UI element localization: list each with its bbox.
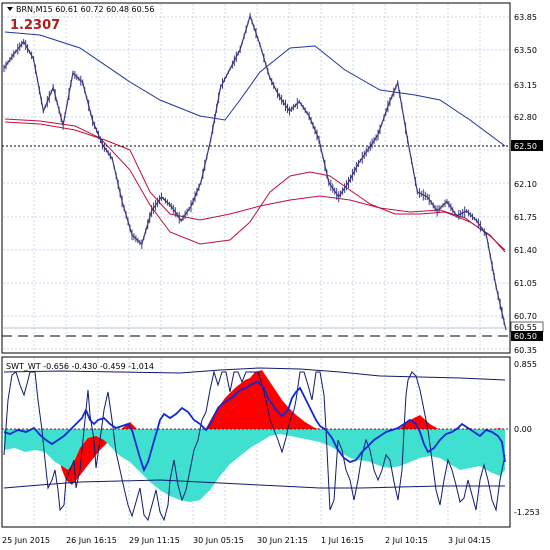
price-axis-label: 61.40 <box>514 246 537 255</box>
price-box-62-50[interactable]: 62.50 <box>511 140 543 151</box>
time-axis-label: 30 Jun 05:15 <box>193 536 244 545</box>
time-axis-label: 2 Jul 10:15 <box>385 536 428 545</box>
time-axis-label: 3 Jul 04:15 <box>448 536 491 545</box>
price-axis-label: 60.70 <box>514 312 537 321</box>
price-axis-label: 61.05 <box>514 279 537 288</box>
time-axis-label: 30 Jun 21:15 <box>257 536 308 545</box>
time-axis-label: 29 Jun 11:15 <box>129 536 180 545</box>
indicator-label: SWT_WT -0.656 -0.430 -0.459 -1.014 <box>6 362 154 371</box>
time-axis-label: 1 Jul 16:15 <box>321 536 364 545</box>
indicator-axis-label: -1.253 <box>514 508 540 517</box>
oscillator-blue-line <box>3 380 506 473</box>
moving-average-red-1 <box>4 118 506 253</box>
moving-average-red-2 <box>4 121 506 251</box>
price-box-60-50[interactable]: 60.50 <box>511 331 543 341</box>
svg-text:60.55: 60.55 <box>514 323 537 332</box>
price-series-line <box>3 14 507 331</box>
upper-envelope-line <box>3 367 506 381</box>
price-axis-label: 62.80 <box>514 113 537 122</box>
indicator-axis-label: 0.855 <box>514 360 537 369</box>
oscillator-step-line <box>3 370 506 522</box>
price-axis-label: 62.10 <box>514 180 537 189</box>
price-axis-label: 61.75 <box>514 213 537 222</box>
price-candlesticks <box>3 12 505 325</box>
svg-text:62.50: 62.50 <box>514 142 537 151</box>
time-axis-label: 26 Jun 16:15 <box>66 536 117 545</box>
price-axis-label: 63.15 <box>514 81 537 90</box>
price-axis-label: 63.85 <box>514 13 537 22</box>
time-axis: 25 Jun 2015 26 Jun 16:15 29 Jun 11:15 30… <box>2 536 491 545</box>
price-badge-value: 1.2307 <box>10 18 60 33</box>
histogram-negative-turquoise <box>4 429 505 502</box>
symbol-info-text: BRN,M15 60.61 60.72 60.48 60.56 <box>16 5 154 14</box>
indicator-axis-label: 0.00 <box>514 425 532 434</box>
main-chart-frame <box>1 2 511 354</box>
moving-average-blue <box>4 31 506 147</box>
histogram-peak-red <box>215 370 312 429</box>
price-axis-label: 60.35 <box>514 346 537 355</box>
svg-text:60.50: 60.50 <box>514 332 537 341</box>
price-axis-label: 63.50 <box>514 46 537 55</box>
lower-envelope-line <box>3 479 505 489</box>
indicator-frame <box>1 356 511 528</box>
symbol-dropdown-icon[interactable] <box>7 7 13 11</box>
price-axis: 63.85 63.50 63.15 62.80 62.10 61.75 61.4… <box>514 13 537 355</box>
indicator-axis: 0.855 0.00 -1.253 <box>514 360 540 517</box>
price-box-60-55[interactable]: 60.55 <box>510 321 544 333</box>
time-axis-label: 25 Jun 2015 <box>2 536 50 545</box>
